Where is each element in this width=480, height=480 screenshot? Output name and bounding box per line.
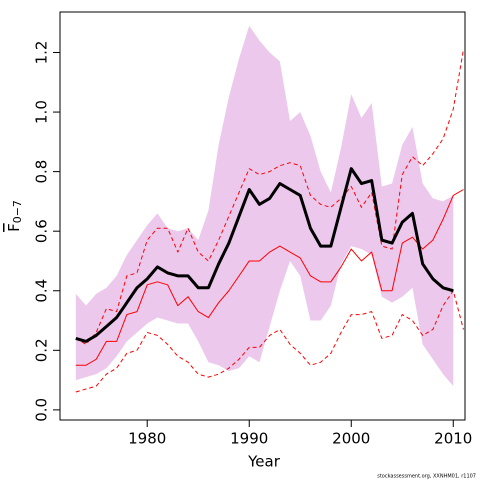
y-tick-label: 0.4 (33, 279, 51, 303)
x-axis-label: Year (247, 453, 281, 471)
y-tick-label: 1.2 (33, 41, 51, 65)
y-tick-label: 0.8 (33, 160, 51, 184)
y-label-main: F (5, 223, 23, 232)
confidence-band (75, 25, 454, 387)
line (75, 167, 454, 343)
x-tick-label: 2010 (434, 430, 472, 448)
plot-area (75, 25, 464, 393)
footer: stockassessment.org, XXNHM01, r1107 (377, 474, 476, 480)
line (75, 290, 464, 393)
line (75, 49, 464, 345)
y-tick-label: 0.0 (33, 398, 51, 422)
x-tick-label: 2000 (332, 430, 370, 448)
y-tick-label: 0.2 (33, 338, 51, 362)
y-label-sub: 0−7 (11, 200, 24, 223)
line (75, 189, 464, 366)
x-tick-label: 1990 (230, 430, 268, 448)
y-axis-label: F0−7 (5, 200, 25, 232)
y-tick-label: 0.6 (33, 219, 51, 243)
plot-frame (59, 11, 466, 421)
x-tick-label: 1980 (128, 430, 166, 448)
y-tick-label: 1.0 (33, 100, 51, 124)
